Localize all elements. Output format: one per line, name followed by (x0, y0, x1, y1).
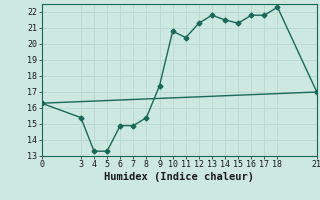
X-axis label: Humidex (Indice chaleur): Humidex (Indice chaleur) (104, 172, 254, 182)
